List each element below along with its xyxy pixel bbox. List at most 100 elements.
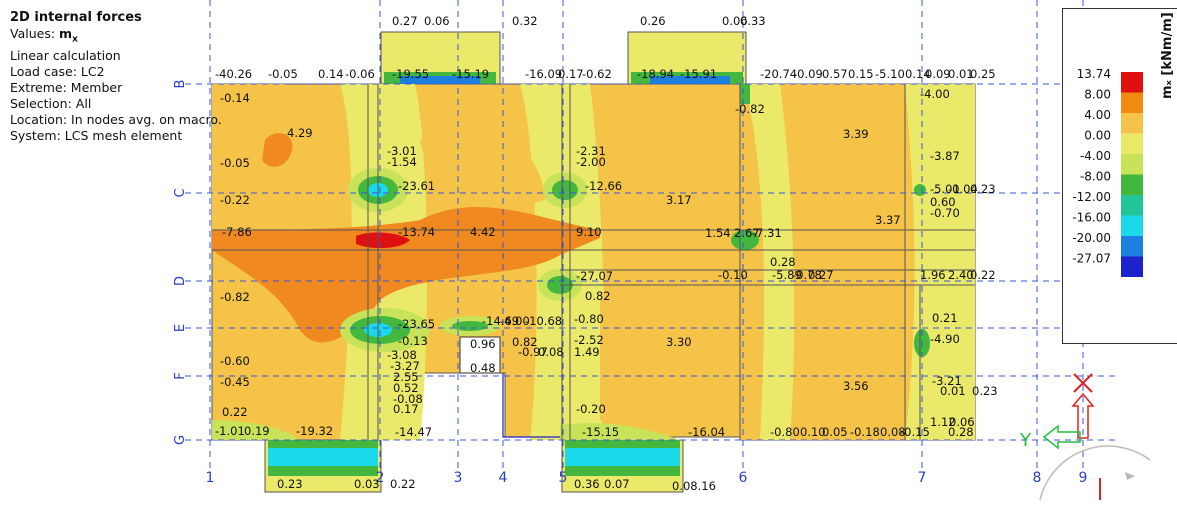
value-label: -0.45: [220, 375, 250, 389]
value-label: 3.56: [843, 379, 869, 393]
value-label: 0.05: [822, 425, 848, 439]
orange-spot: [262, 133, 293, 167]
legend-value-label: -27.07: [1072, 252, 1111, 266]
value-label: -5.89: [772, 268, 802, 282]
value-label: 3.37: [875, 213, 901, 227]
value-label: 0.22: [222, 405, 248, 419]
value-label: 0.07: [604, 477, 630, 491]
values-line: Values: mx: [10, 26, 222, 48]
value-label: -14.47: [395, 425, 432, 439]
value-label: 0.23: [277, 477, 303, 491]
value-label: -0.06: [345, 67, 375, 81]
value-label: -0.78: [792, 268, 822, 282]
legend-swatch: [1121, 174, 1143, 195]
value-label: -5.01: [930, 182, 960, 196]
value-label: -0.05: [268, 67, 298, 81]
legend-swatch: [1121, 195, 1143, 216]
value-label: -0.22: [220, 193, 250, 207]
value-label: -0.20: [576, 402, 606, 416]
value-label: 0.60: [930, 195, 956, 209]
legend-swatch: [1121, 236, 1143, 257]
value-label: -0.82: [735, 102, 765, 116]
value-label: -4.90: [930, 332, 960, 346]
value-label: 0.14: [318, 67, 344, 81]
value-label: 1.49: [574, 345, 600, 359]
zone-light-3: [420, 130, 545, 206]
value-label: 0.82: [585, 289, 611, 303]
value-label: -14.69: [482, 314, 519, 328]
grid-y-label-G: G: [173, 435, 188, 445]
value-label: -4.00: [500, 314, 530, 328]
value-label: -12.66: [585, 179, 622, 193]
value-label: -0.70: [930, 206, 960, 220]
value-label: -0.80: [574, 312, 604, 326]
value-label: 0.19: [244, 424, 270, 438]
legend-value-label: -16.00: [1072, 211, 1111, 225]
value-label: 1.54: [705, 226, 731, 240]
grid-axis-labels: 1 2 3 4 5 6 7 8 9 B C D E F G: [173, 80, 1087, 486]
spot-d6: [731, 230, 759, 250]
value-label: 2.40: [948, 268, 974, 282]
value-label: -15.19: [452, 67, 489, 81]
value-label: 0.23: [970, 182, 996, 196]
value-label: 0.17: [558, 67, 584, 81]
color-legend[interactable]: 13.74 8.00 4.00 0.00 -4.00 -8.00 -12.00 -16.00 -…: [1062, 8, 1177, 344]
value-label: -0.09: [793, 67, 823, 81]
value-label: 0.28: [948, 425, 974, 439]
legend-swatch: [1121, 92, 1143, 113]
zone-light-4: [600, 116, 720, 224]
value-label: -18.94: [637, 67, 674, 81]
value-label: 0.52: [393, 381, 419, 395]
grid-x-label-8: 8: [1033, 470, 1042, 486]
value-label: 0.14: [905, 67, 931, 81]
value-label: 0.96: [470, 337, 496, 351]
value-label: 9.10: [576, 225, 602, 239]
panel-title: 2D internal forces: [10, 10, 142, 25]
value-labels: 0.27 0.06 0.32 0.26 0.060.33-0.144.29-0.05-0…: [215, 14, 998, 493]
view-rotation-dial[interactable]: [1039, 445, 1151, 501]
axis-y-label: Y: [1019, 430, 1032, 451]
value-label: -2.52: [574, 333, 604, 347]
value-label: 3.17: [666, 193, 692, 207]
value-label: -0.80: [770, 425, 800, 439]
value-label: 0.21: [932, 311, 958, 325]
value-label: -23.61: [398, 179, 435, 193]
red-spot: [356, 232, 410, 249]
value-label: -0.13: [398, 334, 428, 348]
value-label: 0.08.16: [672, 479, 716, 493]
value-label: -0.60: [220, 354, 250, 368]
legend-value-label: 8.00: [1084, 88, 1111, 102]
value-label: -0.14: [220, 91, 250, 105]
value-label: -27.07: [576, 269, 613, 283]
value-label: 0.57: [822, 67, 848, 81]
value-label: -0.97: [518, 345, 548, 359]
value-label: -0.15: [900, 425, 930, 439]
legend-value-label: -12.00: [1072, 190, 1111, 204]
extreme-line: Extreme: Member: [10, 79, 123, 95]
grid-x-label-5: 5: [559, 470, 568, 486]
value-label: 0.23: [972, 384, 998, 398]
value-label: -0.82: [220, 290, 250, 304]
value-label: -16.09: [525, 67, 562, 81]
grid-x-label-7: 7: [918, 470, 927, 486]
value-label: -0.62: [582, 67, 612, 81]
value-label: -10.68: [525, 314, 562, 328]
value-label: -3.08: [387, 348, 417, 362]
value-label: 2.67: [734, 226, 760, 240]
calc-line: Linear calculation: [10, 47, 121, 63]
value-label: -15.91: [680, 67, 717, 81]
coordinate-axes-icon: Y: [1019, 373, 1095, 451]
value-label: -3.01: [387, 144, 417, 158]
result-info-panel: 2D internal forces Values: mx Linear cal…: [10, 10, 222, 144]
value-label: -2.00: [576, 155, 606, 169]
grid-x-label-9: 9: [1079, 470, 1088, 486]
value-label: 2.55: [393, 370, 419, 384]
value-label: 0.25: [970, 67, 996, 81]
slab-opening: [459, 336, 501, 374]
notch-outline: [502, 373, 560, 438]
value-label: 0.08: [538, 345, 564, 359]
legend-unit-label: mₓ [kNm/m]: [1160, 12, 1175, 99]
grid-x-label-1: 1: [206, 470, 215, 486]
